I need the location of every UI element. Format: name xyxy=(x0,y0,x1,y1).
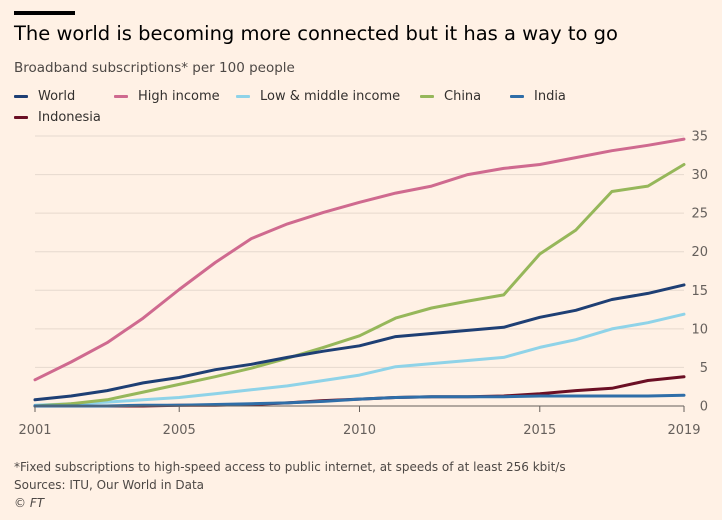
series-line-world xyxy=(33,283,686,402)
legend-item-china: China xyxy=(420,89,481,104)
x-tick-label-2001: 2001 xyxy=(18,423,51,438)
legend-item-india: India xyxy=(510,89,566,104)
y-tick-label-35: 35 xyxy=(691,130,708,145)
y-tick-label-10: 10 xyxy=(691,322,708,337)
legend-swatch-high-income xyxy=(114,95,128,98)
y-tick-label-15: 15 xyxy=(691,284,708,299)
y-tick-label-5: 5 xyxy=(700,361,708,376)
legend-label-world: World xyxy=(38,89,76,104)
legend-swatch-india xyxy=(510,95,524,98)
legend-label-indonesia: Indonesia xyxy=(38,110,101,125)
footnote: *Fixed subscriptions to high-speed acces… xyxy=(14,460,566,474)
top-accent-bar xyxy=(14,11,75,15)
legend-item-high-income: High income xyxy=(114,89,220,104)
series-line-china xyxy=(33,163,686,408)
legend-label-high-income: High income xyxy=(138,89,220,104)
sources-note: Sources: ITU, Our World in Data xyxy=(14,478,205,492)
legend-label-low-middle-income: Low & middle income xyxy=(260,89,401,104)
legend-swatch-indonesia xyxy=(14,116,28,119)
ft-credit: © FT xyxy=(14,496,45,510)
legend-item-world: World xyxy=(14,89,75,104)
series-lines xyxy=(33,137,686,408)
y-tick-label-25: 25 xyxy=(691,207,708,222)
series-line-low-middle-income xyxy=(33,312,686,407)
y-tick-label-30: 30 xyxy=(691,168,708,183)
legend-item-indonesia: Indonesia xyxy=(14,110,101,125)
legend-swatch-china xyxy=(420,95,434,98)
legend-swatch-low-middle-income xyxy=(236,95,250,98)
legend-label-india: India xyxy=(534,89,566,104)
legend-label-china: China xyxy=(444,89,482,104)
y-tick-label-20: 20 xyxy=(691,245,708,260)
series-line-india xyxy=(33,393,686,408)
gridlines xyxy=(35,135,684,368)
x-tick-label-2019: 2019 xyxy=(667,423,700,438)
legend-swatch-world xyxy=(14,95,28,98)
series-line-high-income xyxy=(33,137,686,382)
y-tick-label-0: 0 xyxy=(700,400,708,415)
x-tick-label-2010: 2010 xyxy=(343,423,376,438)
chart-subtitle: Broadband subscriptions* per 100 people xyxy=(14,60,295,76)
chart-title: The world is becoming more connected but… xyxy=(14,22,618,45)
legend-item-low-middle-income: Low & middle income xyxy=(236,89,400,104)
x-tick-label-2015: 2015 xyxy=(523,423,556,438)
x-tick-label-2005: 2005 xyxy=(163,423,196,438)
axes: 0 5 10 15 20 25 30 35 2001 2005 2010 2015 2019 xyxy=(18,130,708,439)
